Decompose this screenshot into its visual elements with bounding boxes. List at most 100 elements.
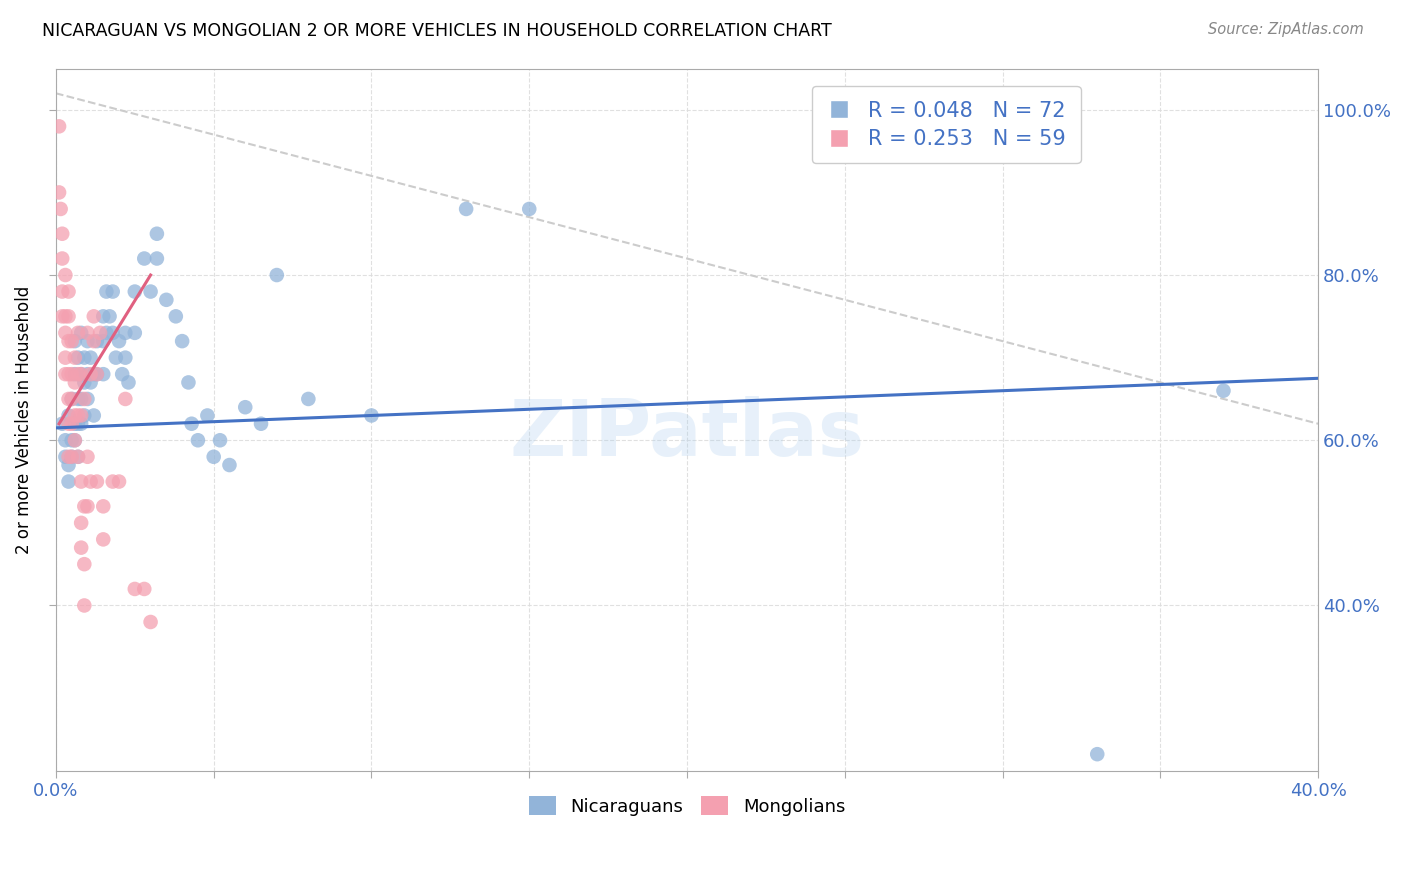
- Point: [55, 310, 77, 324]
- Point: [83, 367, 105, 381]
- Point: [86, 367, 108, 381]
- Point: [60, 450, 83, 464]
- Point: [76, 450, 98, 464]
- Point: [79, 351, 101, 365]
- Point: [89, 326, 111, 340]
- Point: [63, 409, 86, 423]
- Point: [208, 434, 231, 448]
- Point: [98, 310, 121, 324]
- Point: [1085, 747, 1108, 761]
- Point: [55, 434, 77, 448]
- Point: [51, 252, 73, 266]
- Point: [91, 310, 114, 324]
- Point: [165, 310, 187, 324]
- Point: [114, 392, 136, 406]
- Point: [66, 367, 89, 381]
- Point: [360, 409, 382, 423]
- Point: [60, 450, 83, 464]
- Text: NICARAGUAN VS MONGOLIAN 2 OR MORE VEHICLES IN HOUSEHOLD CORRELATION CHART: NICARAGUAN VS MONGOLIAN 2 OR MORE VEHICL…: [42, 22, 832, 40]
- Point: [51, 285, 73, 299]
- Point: [60, 417, 83, 431]
- Point: [124, 326, 146, 340]
- Point: [58, 392, 80, 406]
- Point: [101, 285, 124, 299]
- Point: [60, 392, 83, 406]
- Point: [83, 409, 105, 423]
- Point: [70, 326, 93, 340]
- Point: [96, 285, 118, 299]
- Point: [297, 392, 319, 406]
- Point: [83, 310, 105, 324]
- Point: [86, 475, 108, 489]
- Point: [155, 293, 177, 307]
- Point: [58, 475, 80, 489]
- Point: [55, 326, 77, 340]
- Point: [1212, 384, 1234, 398]
- Point: [55, 450, 77, 464]
- Point: [202, 450, 225, 464]
- Point: [73, 557, 96, 571]
- Point: [51, 310, 73, 324]
- Point: [79, 367, 101, 381]
- Point: [266, 268, 288, 282]
- Point: [108, 334, 131, 348]
- Point: [70, 367, 93, 381]
- Point: [517, 202, 540, 216]
- Point: [73, 351, 96, 365]
- Point: [58, 458, 80, 472]
- Point: [58, 417, 80, 431]
- Point: [58, 285, 80, 299]
- Point: [117, 376, 139, 390]
- Point: [63, 351, 86, 365]
- Point: [73, 599, 96, 613]
- Point: [76, 392, 98, 406]
- Point: [108, 475, 131, 489]
- Point: [63, 417, 86, 431]
- Point: [66, 409, 89, 423]
- Point: [187, 434, 209, 448]
- Point: [66, 417, 89, 431]
- Point: [250, 417, 273, 431]
- Point: [91, 334, 114, 348]
- Point: [55, 268, 77, 282]
- Point: [55, 367, 77, 381]
- Point: [73, 409, 96, 423]
- Point: [60, 334, 83, 348]
- Point: [51, 417, 73, 431]
- Point: [177, 376, 200, 390]
- Point: [101, 326, 124, 340]
- Point: [233, 401, 256, 415]
- Point: [66, 392, 89, 406]
- Point: [63, 434, 86, 448]
- Point: [48, 120, 70, 134]
- Y-axis label: 2 or more Vehicles in Household: 2 or more Vehicles in Household: [15, 285, 32, 554]
- Point: [172, 334, 194, 348]
- Point: [76, 367, 98, 381]
- Point: [139, 615, 162, 629]
- Point: [70, 409, 93, 423]
- Point: [70, 392, 93, 406]
- Point: [51, 227, 73, 241]
- Point: [79, 376, 101, 390]
- Point: [66, 450, 89, 464]
- Point: [70, 417, 93, 431]
- Point: [456, 202, 478, 216]
- Point: [63, 367, 86, 381]
- Point: [91, 367, 114, 381]
- Point: [58, 310, 80, 324]
- Text: ZIPatlas: ZIPatlas: [509, 396, 865, 472]
- Point: [111, 367, 134, 381]
- Point: [70, 367, 93, 381]
- Point: [58, 334, 80, 348]
- Point: [60, 434, 83, 448]
- Point: [114, 326, 136, 340]
- Point: [104, 351, 127, 365]
- Point: [70, 475, 93, 489]
- Point: [91, 533, 114, 547]
- Point: [124, 285, 146, 299]
- Point: [139, 285, 162, 299]
- Point: [48, 186, 70, 200]
- Point: [146, 227, 169, 241]
- Point: [76, 500, 98, 514]
- Point: [66, 326, 89, 340]
